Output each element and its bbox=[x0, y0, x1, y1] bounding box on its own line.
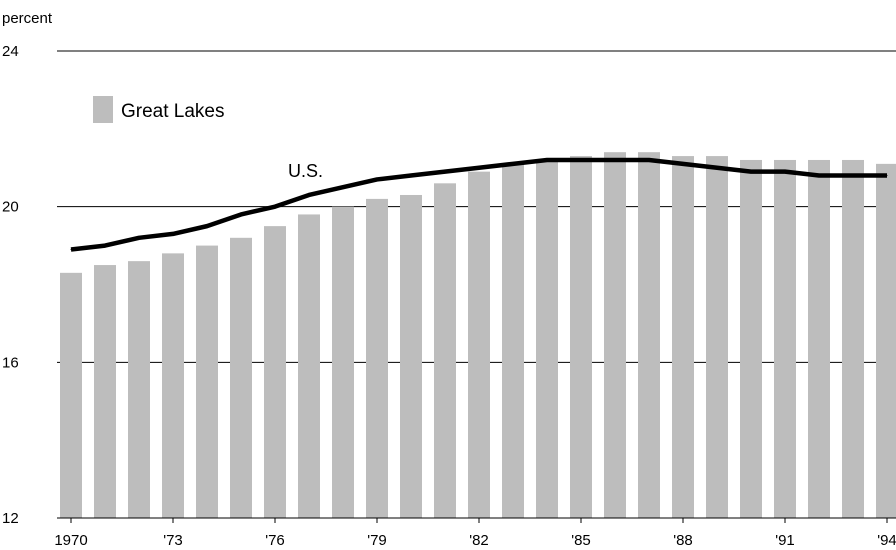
legend-swatch-great-lakes bbox=[93, 96, 113, 123]
y-tick-label-16: 16 bbox=[2, 354, 19, 371]
point-us-1980 bbox=[410, 175, 412, 177]
bar-1980 bbox=[400, 194, 422, 518]
bar-1974 bbox=[196, 245, 218, 519]
point-us-1979 bbox=[376, 178, 378, 180]
bar-1971 bbox=[94, 265, 116, 518]
bar-1991 bbox=[774, 159, 796, 518]
bar-1981 bbox=[434, 183, 456, 519]
point-us-1978 bbox=[342, 186, 344, 188]
axes: 12 16 20 24 1970 '73 '76 '79 '82 '85 '88 '91 '94 bbox=[2, 43, 896, 549]
point-us-1976 bbox=[274, 206, 276, 208]
bar-1979 bbox=[366, 198, 388, 518]
bar-1988 bbox=[672, 156, 694, 518]
point-us-1987 bbox=[648, 159, 650, 161]
x-tick-label-1994: '94 bbox=[877, 532, 896, 549]
point-us-1975 bbox=[240, 213, 242, 215]
y-unit-label: percent bbox=[2, 10, 53, 27]
point-us-1983 bbox=[512, 163, 514, 165]
bar-series bbox=[60, 152, 896, 519]
point-us-1991 bbox=[784, 171, 786, 173]
bar-1989 bbox=[706, 156, 728, 518]
bar-1994 bbox=[876, 163, 896, 518]
bar-1992 bbox=[808, 159, 830, 518]
x-tick-label-1985: '85 bbox=[571, 532, 591, 549]
point-us-1992 bbox=[818, 175, 820, 177]
point-us-1974 bbox=[206, 225, 208, 227]
bar-1977 bbox=[298, 214, 320, 518]
point-us-1970 bbox=[70, 248, 72, 250]
point-us-1986 bbox=[614, 159, 616, 161]
point-us-1988 bbox=[682, 163, 684, 165]
x-tick-label-1973: '73 bbox=[163, 532, 183, 549]
point-us-1990 bbox=[750, 171, 752, 173]
bar-1976 bbox=[264, 226, 286, 518]
point-us-1994 bbox=[886, 175, 888, 177]
bar-1986 bbox=[604, 152, 626, 518]
bar-1982 bbox=[468, 171, 490, 518]
bar-1972 bbox=[128, 261, 150, 518]
y-tick-label-12: 12 bbox=[2, 510, 19, 527]
point-us-1981 bbox=[444, 171, 446, 173]
point-us-1984 bbox=[546, 159, 548, 161]
point-us-1982 bbox=[478, 167, 480, 169]
y-tick-label-20: 20 bbox=[2, 199, 19, 216]
bar-1983 bbox=[502, 163, 524, 518]
bar-1987 bbox=[638, 152, 660, 518]
line-series bbox=[70, 157, 888, 252]
x-tick-label-1982: '82 bbox=[469, 532, 489, 549]
bar-1985 bbox=[570, 156, 592, 518]
bar-1975 bbox=[230, 237, 252, 519]
legend: Great Lakes bbox=[93, 96, 225, 123]
bar-1984 bbox=[536, 159, 558, 518]
point-us-1971 bbox=[104, 245, 106, 247]
x-tick-label-1970: 1970 bbox=[54, 532, 87, 549]
y-tick-label-24: 24 bbox=[2, 43, 19, 60]
series-label-us: U.S. bbox=[288, 161, 323, 181]
point-us-1972 bbox=[138, 237, 140, 239]
bar-1993 bbox=[842, 159, 864, 518]
legend-label-great-lakes: Great Lakes bbox=[121, 101, 225, 122]
point-us-1973 bbox=[172, 233, 174, 235]
x-tick-label-1988: '88 bbox=[673, 532, 693, 549]
point-us-1985 bbox=[580, 159, 582, 161]
bar-1970 bbox=[60, 272, 82, 518]
point-us-1977 bbox=[308, 194, 310, 196]
bar-1973 bbox=[162, 253, 184, 518]
bar-1978 bbox=[332, 206, 354, 518]
x-tick-label-1976: '76 bbox=[265, 532, 285, 549]
point-us-1989 bbox=[716, 167, 718, 169]
point-us-1993 bbox=[852, 175, 854, 177]
x-tick-label-1991: '91 bbox=[775, 532, 795, 549]
x-tick-label-1979: '79 bbox=[367, 532, 387, 549]
bar-1990 bbox=[740, 159, 762, 518]
